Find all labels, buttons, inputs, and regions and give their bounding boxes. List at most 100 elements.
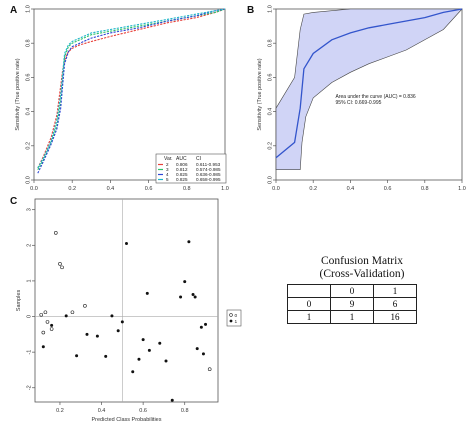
roc-b-y-axis-label: Sensitivity (True positive rate) — [257, 58, 263, 130]
roc-a-y-tick-label: 0.2 — [25, 142, 31, 150]
confusion-row: 0 9 6 — [287, 297, 417, 311]
confusion-title: Confusion Matrix — [320, 255, 404, 267]
roc-a-legend-var: 4 — [166, 172, 169, 177]
confusion-header-cell — [287, 284, 331, 298]
class-1-point — [145, 291, 149, 295]
class-0-point — [83, 304, 87, 308]
confusion-header-cell: 1 — [373, 284, 417, 298]
roc-a-y-tick-label: 0.8 — [25, 39, 31, 47]
confusion-row: 1 1 16 — [287, 310, 417, 324]
roc-b-y-tick-label: 0.0 — [267, 176, 273, 184]
class-0-point — [43, 310, 48, 315]
roc-a-x-tick-label: 0.6 — [145, 186, 153, 192]
roc-b-curve — [275, 8, 463, 159]
roc-a-legend-header: Var. — [164, 156, 173, 162]
class-1-point — [191, 292, 195, 296]
roc-a-legend-auc: 0.825 — [176, 172, 188, 177]
confusion-row-label: 1 — [287, 310, 331, 324]
class-1-point — [95, 334, 99, 338]
roc-a-y-tick-label: 0.4 — [25, 108, 31, 116]
class-1-point — [50, 323, 54, 327]
scatter-y-tick-label: -2 — [26, 385, 32, 390]
class-1-point — [110, 314, 114, 318]
confusion-subtitle: (Cross-Validation) — [319, 268, 405, 280]
roc-a-x-tick-label: 0.8 — [183, 186, 191, 192]
scatter-legend-label: 0 — [235, 313, 238, 319]
scatter-plot-frame — [34, 198, 219, 403]
scatter-x-tick-label: 0.4 — [98, 408, 106, 414]
panel-b-letter: B — [247, 5, 255, 16]
class-1-point — [137, 357, 141, 361]
confusion-cell: 1 — [330, 310, 374, 324]
roc-series-2-line — [37, 8, 226, 169]
roc-a-legend-var: 5 — [166, 177, 169, 182]
class-1-point — [158, 341, 162, 345]
roc-a-y-tick-label: 0.6 — [25, 74, 31, 82]
class-1-point — [199, 325, 203, 329]
roc-a-legend-header: AUC — [176, 156, 187, 162]
scatter-y-tick-label: 3 — [26, 208, 32, 211]
confusion-header-cell: 0 — [330, 284, 374, 298]
roc-b-y-tick-label: 0.8 — [267, 39, 273, 47]
class-1-point — [187, 240, 191, 244]
class-1-point — [204, 322, 208, 326]
class-1-point — [193, 295, 197, 299]
roc-b-y-tick-label: 0.6 — [267, 74, 273, 82]
confusion-table: 0 1 0 9 6 1 1 16 — [287, 284, 417, 324]
scatter-y-tick-label: -1 — [26, 350, 32, 355]
scatter-y-tick-label: 1 — [26, 279, 32, 282]
roc-b-x-tick-label: 0.4 — [347, 186, 355, 192]
roc-a-legend-ci: 0.658-0.995 — [196, 177, 221, 182]
roc-a-legend-ci: 0.574-0.985 — [196, 167, 221, 172]
roc-a-x-tick-label: 0.0 — [30, 186, 38, 192]
confusion-header-row: 0 1 — [287, 284, 417, 298]
roc-b-ci-band — [275, 8, 463, 170]
class-0-point — [39, 312, 44, 317]
roc-a-legend-header: CI — [196, 156, 201, 162]
roc-b-y-tick-label: 1.0 — [267, 5, 273, 13]
scatter-legend-label: 1 — [235, 319, 238, 325]
roc-b-y-tick-label: 0.4 — [267, 108, 273, 116]
class-1-point — [75, 354, 79, 358]
class-1-point — [104, 354, 108, 358]
scatter-legend-marker-1 — [229, 319, 233, 323]
roc-b-ci-annotation: 95% CI: 0.669-0.995 — [336, 100, 382, 106]
class-1-point — [116, 329, 120, 333]
roc-series-4-line — [37, 8, 226, 174]
class-0-point — [58, 262, 62, 266]
roc-b-x-tick-label: 0.2 — [309, 186, 317, 192]
scatter-x-tick-label: 0.6 — [139, 408, 147, 414]
scatter-legend-marker-0 — [229, 313, 233, 317]
roc-series-5-line — [37, 8, 226, 169]
roc-a-legend-box — [155, 153, 227, 184]
class-1-point — [201, 352, 205, 356]
roc-a-legend-auc: 0.812 — [176, 167, 188, 172]
roc-a-y-axis-label: Sensitivity (True positive rate) — [15, 58, 21, 130]
roc-b-x-tick-label: 1.0 — [458, 186, 466, 192]
roc-b-auc-annotation: Area under the curve (AUC) = 0.836 — [336, 94, 416, 100]
class-0-point — [60, 265, 64, 270]
class-0-point — [53, 231, 58, 235]
roc-ci-chart: 0.00.20.40.60.81.00.00.20.40.60.81.01-Sp… — [257, 5, 466, 192]
roc-b-x-tick-label: 0.0 — [272, 186, 280, 192]
class-0-point — [49, 327, 54, 331]
scatter-y-tick-label: 0 — [26, 315, 32, 318]
roc-a-legend-auc: 0.825 — [176, 177, 188, 182]
class-1-point — [195, 347, 199, 351]
roc-b-x-tick-label: 0.8 — [421, 186, 429, 192]
roc-b-x-tick-label: 0.6 — [384, 186, 392, 192]
class-1-point — [164, 359, 168, 363]
scatter-x-axis-label: Predicted Class Probabilities — [91, 417, 161, 423]
roc-multi-chart: 0.00.20.40.60.81.00.00.20.40.60.81.01-Sp… — [15, 5, 229, 192]
confusion-cell: 16 — [373, 310, 417, 324]
roc-a-x-tick-label: 0.2 — [68, 186, 76, 192]
class-1-point — [120, 320, 124, 324]
class-1-point — [64, 314, 68, 318]
scatter-y-tick-label: 2 — [26, 244, 32, 247]
roc-a-plot-frame — [33, 8, 226, 181]
roc-a-x-tick-label: 1.0 — [221, 186, 229, 192]
roc-a-y-tick-label: 0.0 — [25, 176, 31, 184]
class-1-point — [131, 370, 135, 374]
class-1-point — [170, 398, 174, 402]
roc-b-y-tick-label: 0.2 — [267, 142, 273, 150]
